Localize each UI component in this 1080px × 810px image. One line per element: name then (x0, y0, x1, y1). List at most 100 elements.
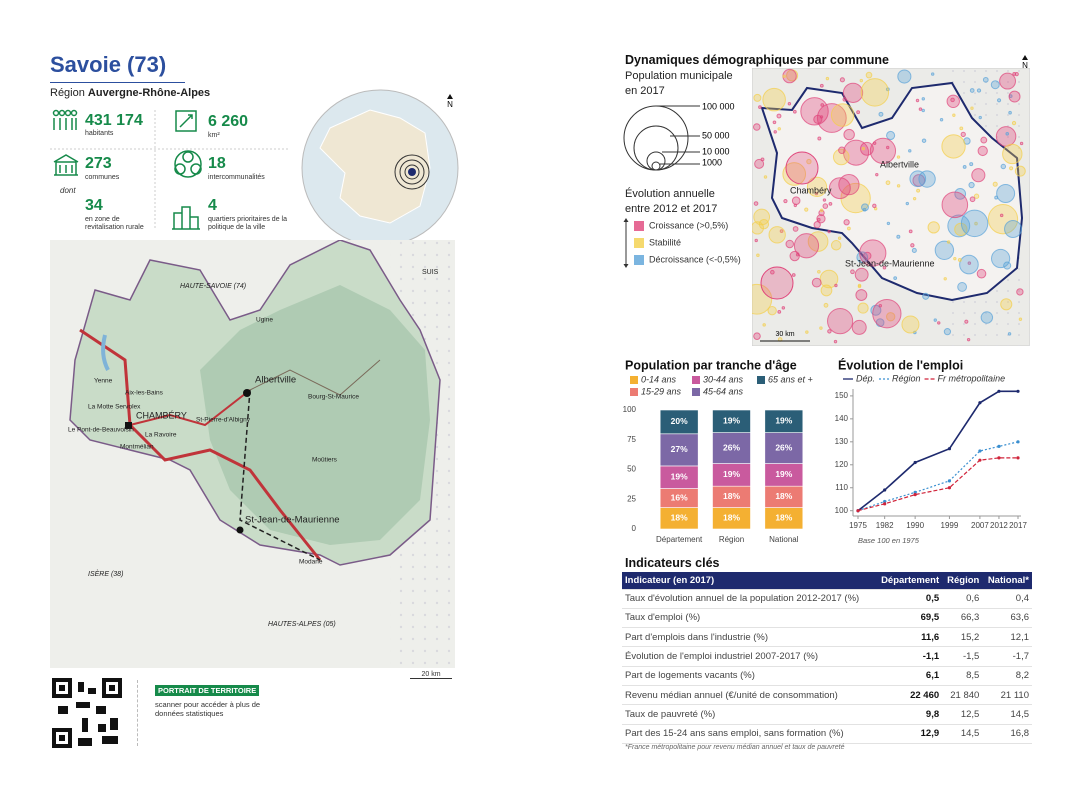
commune-bubble (860, 78, 890, 107)
commune-bubble (787, 102, 792, 106)
separator (137, 680, 138, 746)
commune-bubble (752, 283, 773, 315)
commune-bubble (762, 323, 766, 327)
commune-bubble (896, 155, 901, 159)
x-tick-label: 1975 (849, 521, 867, 530)
x-tick-label: 2012 (990, 521, 1008, 530)
commune-bubble (886, 312, 896, 322)
commune-bubble (1014, 165, 1026, 177)
commune-bubble (941, 191, 969, 219)
city-marker (236, 526, 244, 534)
commune-bubble (974, 221, 978, 226)
map-label: CHAMBÉRY (136, 410, 187, 420)
commune-bubble (978, 115, 982, 120)
table-cell: 21 840 (942, 685, 983, 706)
commune-bubble (785, 239, 795, 249)
commune-bubble (842, 82, 864, 103)
department-map: HAUTE-SAVOIE (74) SUIS Ugine Albertville Bou… (50, 240, 455, 668)
table-title: Indicateurs clés (625, 556, 720, 570)
commune-bubble (783, 198, 788, 204)
color-legend-title: Évolution annuelle (625, 188, 715, 200)
commune-bubble (999, 72, 1017, 90)
legend-swatch (692, 388, 700, 396)
table-row: Taux d'évolution annuel de la population… (622, 589, 1032, 609)
x-tick-label: Département (656, 535, 703, 544)
commune-bubble (896, 184, 901, 188)
page-title: Savoie (73) (50, 52, 185, 83)
size-legend-title: Population municipale (625, 70, 733, 82)
commune-bubble (1019, 141, 1024, 146)
y-tick-label: 100 (835, 506, 849, 515)
commune-bubble (969, 162, 974, 167)
buildings-icon (172, 206, 200, 230)
commune-bubble (916, 188, 921, 193)
bar-segment (764, 409, 804, 433)
region-label: Région (50, 87, 85, 99)
value-label: 18% (775, 491, 792, 501)
commune-bubble (1007, 332, 1012, 336)
commune-bubble (781, 306, 786, 310)
table-cell: 8,5 (942, 666, 983, 686)
y-tick-label: 0 (632, 524, 637, 533)
commune-bubble (921, 138, 927, 143)
commune-bubble (886, 145, 890, 150)
stat-icons (50, 109, 290, 230)
legend-swatch (692, 376, 700, 384)
table-cell: 16,8 (982, 724, 1032, 744)
target-ring (394, 154, 430, 190)
table-cell: 0,4 (982, 589, 1032, 609)
table-cell: Part des 15-24 ans sans emploi, sans for… (622, 724, 875, 744)
point (1016, 440, 1020, 444)
lake (101, 334, 110, 371)
table-row: Revenu médian annuel (€/unité de consomm… (622, 685, 1032, 706)
commune-bubble (922, 292, 930, 300)
legend-label: 65 ans et + (768, 374, 813, 384)
commune-bubble (782, 162, 807, 186)
commune-bubble (954, 222, 968, 237)
legend-swatch (634, 255, 644, 265)
commune-bubble (857, 302, 869, 314)
commune-bubble (752, 221, 764, 235)
commune-bubble (827, 329, 832, 334)
map-label: La Ravoire (145, 432, 177, 439)
value-label: 19% (775, 469, 792, 479)
value-label: 27% (671, 444, 688, 454)
indicator-table: Indicateur (en 2017) Département Région Nat… (622, 572, 1032, 744)
point (997, 389, 1001, 393)
qr-tag: PORTRAIT DE TERRITOIRE (155, 685, 260, 696)
commune-bubble (901, 315, 920, 334)
point (913, 460, 917, 465)
size-label: 10 000 (702, 146, 730, 156)
commune-bubble (971, 168, 986, 183)
table-cell: Part de logements vacants (%) (622, 666, 875, 686)
target-dot (408, 168, 416, 176)
commune-bubble (918, 170, 936, 188)
commune-bubble (754, 158, 765, 169)
header-cell: Région (942, 572, 983, 590)
commune-bubble (966, 337, 971, 342)
x-tick-label: 1999 (941, 521, 959, 530)
city-bubble (760, 266, 794, 300)
commune-bubble (843, 219, 850, 226)
stat-label: km² (208, 132, 220, 139)
bar-segment (712, 409, 751, 433)
point (1016, 456, 1020, 460)
commune-bubble (954, 188, 967, 200)
legend-label: Région (892, 373, 921, 383)
legend-label: Croissance (>0,5%) (649, 220, 728, 230)
commune-bubble (995, 126, 1017, 147)
commune-bubble (941, 134, 966, 159)
commune-bubble (875, 172, 879, 177)
commune-bubble (893, 276, 898, 281)
legend-label: Fr métropolitaine (938, 373, 1006, 383)
commune-bubble (833, 339, 838, 344)
legend-label: 30-44 ans (703, 374, 744, 384)
value-label: 26% (775, 442, 792, 452)
commune-bubble (1008, 90, 1021, 103)
commune-bubble (1004, 220, 1023, 239)
commune-bubble (806, 158, 812, 165)
prefecture-marker (125, 422, 132, 429)
commune-bubble (828, 201, 833, 206)
point (978, 458, 982, 462)
north-label: N (1022, 61, 1028, 70)
